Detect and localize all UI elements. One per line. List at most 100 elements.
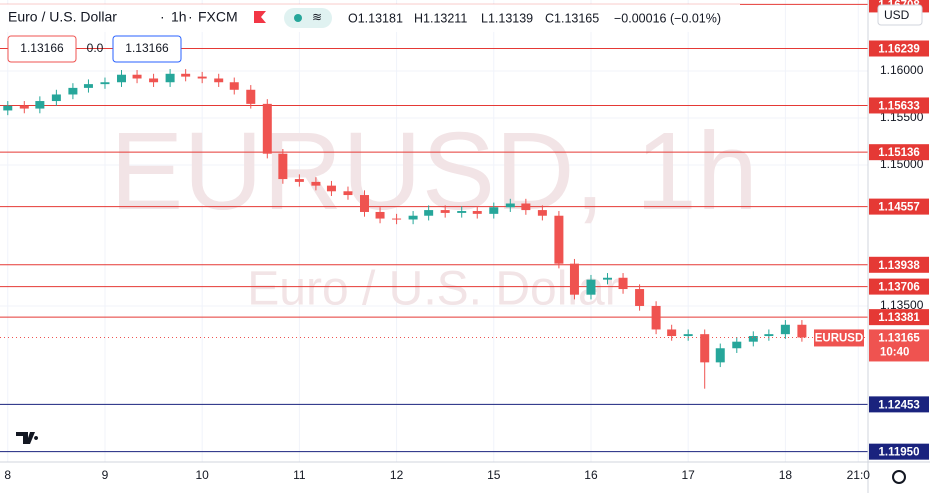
last-price: 1.13165 [878,332,920,344]
interval: 1h [171,9,187,25]
candle-body [603,277,613,280]
level-label-box [869,144,929,161]
candle-body [764,334,774,337]
x-tick-label: 18 [779,468,793,482]
candle-body [408,215,418,220]
x-tick-label: 21:0 [847,468,871,482]
level-label-box [869,97,929,114]
candle-body [214,78,224,83]
candle-body [19,105,29,109]
candle-body [294,179,304,182]
level-label-box [869,278,929,295]
header-bg [0,4,740,32]
level-label-box [869,309,929,326]
candle-body [165,73,175,83]
separator: · [188,9,193,25]
y-tick-label: 1.16000 [880,63,924,77]
candle-body [3,105,13,111]
candle-body [51,94,61,102]
candle-body [262,103,272,154]
candle-body [667,329,677,337]
candle-body [440,210,450,213]
candle-body [311,181,321,186]
status-dot [294,14,302,22]
candle-body [392,218,402,220]
flag-icon [254,11,266,23]
candle-body [278,153,288,180]
x-tick-label: 12 [390,468,404,482]
candle-body [732,341,742,349]
y-tick-label: 1.13500 [880,298,924,312]
level-label: 1.14557 [878,202,920,214]
candle-body [100,82,110,85]
ohlc-low: L1.13139 [481,11,533,25]
spread: 0.0 [87,41,104,55]
settings-icon[interactable] [892,470,906,484]
level-label: 1.15136 [878,147,920,159]
watermark-ticker: EURUSD, 1h [110,110,758,233]
currency-button[interactable] [877,4,923,26]
indicator-pill[interactable] [284,8,332,28]
symbol: Euro / U.S. Dollar [8,9,117,25]
candle-body [375,211,385,219]
exchange: FXCM [198,9,238,25]
candle-body [246,89,256,104]
candle-body [554,215,564,264]
candle-body [83,84,93,88]
ohlc-high: H1.13211 [414,11,467,25]
x-tick-label: 15 [487,468,501,482]
candle-body [326,185,336,192]
bid-box[interactable] [7,35,77,63]
candle-body [635,289,645,306]
level-label: 1.13706 [878,282,920,294]
candle-body [343,191,353,196]
x-tick-label: 8 [4,468,11,482]
level-label: 1.16239 [878,44,920,56]
ask[interactable]: 1.13166 [125,41,169,55]
candle-body [68,87,78,95]
candle-body [505,203,515,208]
ask-box[interactable] [112,35,182,63]
level-label: 1.15633 [878,100,920,112]
level-label-box [869,396,929,413]
candle-body [229,82,239,90]
currency[interactable]: USD [884,8,910,22]
candle-body [537,210,547,216]
candle-body [683,334,693,337]
last-name-box [814,329,864,347]
candle-body [748,336,758,342]
x-tick-label: 17 [681,468,695,482]
x-tick-label: 16 [584,468,598,482]
level-label-box [869,256,929,273]
candle-body [586,279,596,295]
watermark-name: Euro / U.S. Dollar [247,263,620,316]
ohlc-change: −0.00016 (−0.01%) [614,11,721,25]
candle-body [651,305,661,330]
countdown: 10:40 [880,346,909,358]
x-tick-label: 10 [195,468,209,482]
candle-body [489,207,499,214]
candle-body [457,211,467,213]
plot-area: EURUSD, 1h Euro / U.S. Dollar [0,0,868,462]
last-price-box [869,329,929,362]
level-label: 1.13381 [878,312,920,324]
level-label: 1.13938 [878,260,920,272]
candle-body [569,263,579,295]
candle-body [149,78,159,83]
ohlc-open: O1.13181 [348,11,403,25]
bid[interactable]: 1.13166 [20,41,64,55]
candle-body [197,76,207,79]
wave-icon: ≋ [312,10,322,24]
candle-body [700,334,710,363]
candle-body [715,348,725,363]
candle-body [132,74,142,79]
candle-body [472,211,482,214]
candle-body [618,277,628,290]
y-tick-label: 1.15500 [880,110,924,124]
y-tick-label: 1.15000 [880,157,924,171]
level-label-box [869,40,929,57]
candle-body [780,324,790,335]
x-tick-label: 9 [102,468,109,482]
